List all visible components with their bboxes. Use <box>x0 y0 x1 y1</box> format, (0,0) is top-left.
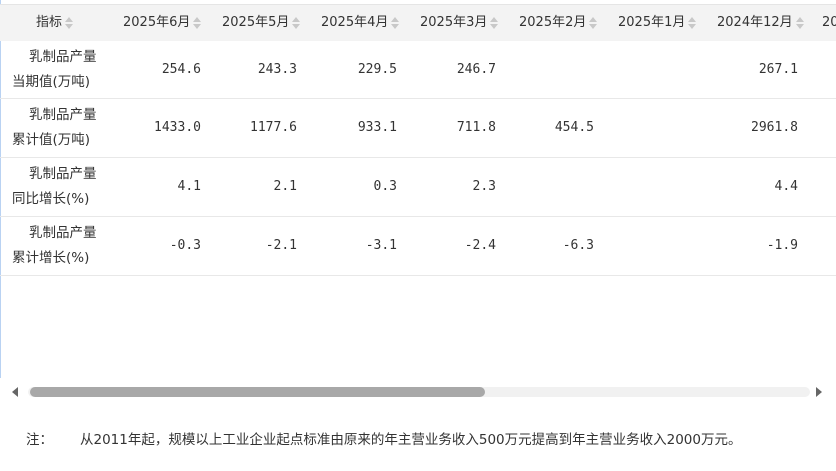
row-label-line2: 当期值(万吨) <box>12 74 91 90</box>
row-label: 乳制品产量 累计增长(%) <box>12 221 97 271</box>
column-header-label: 指标 <box>36 15 63 30</box>
table-cell: 2961.8 <box>751 120 798 135</box>
table-cell: 711.8 <box>456 120 496 135</box>
row-label: 乳制品产量 累计值(万吨) <box>12 103 97 153</box>
table-cell: 229.5 <box>357 62 397 77</box>
table-row: 乳制品产量 累计增长(%) -0.3 -2.1 -3.1 -2.4 -6.3 -… <box>0 217 836 276</box>
sort-icon[interactable] <box>391 16 400 29</box>
column-header-2025-03[interactable]: 2025年3月 <box>420 5 499 41</box>
column-header-label: 20 <box>822 15 836 30</box>
column-header-2025-02[interactable]: 2025年2月 <box>519 5 598 41</box>
table-cell: -6.3 <box>562 238 594 253</box>
table-cell: 4.4 <box>774 179 798 194</box>
table-cell: -0.3 <box>169 238 201 253</box>
scroll-thumb[interactable] <box>30 387 485 397</box>
horizontal-scrollbar[interactable] <box>0 384 836 400</box>
footnote-text: 从2011年起，规模以上工业企业起点标准由原来的年主营业务收入500万元提高到年… <box>80 432 742 448</box>
column-header-label: 2025年4月 <box>321 15 389 30</box>
column-header-label: 2024年12月 <box>717 15 793 30</box>
data-table: 指标 2025年6月 2025年5月 2025年4月 2025年3月 2025年… <box>0 0 836 378</box>
table-row: 乳制品产量 当期值(万吨) 254.6 243.3 229.5 246.7 26… <box>0 41 836 99</box>
row-label-line2: 累计增长(%) <box>12 250 90 266</box>
column-header-label: 2025年5月 <box>222 15 290 30</box>
table-cell: -3.1 <box>365 238 397 253</box>
table-cell: 4.1 <box>177 179 201 194</box>
table-cell: 2.1 <box>273 179 297 194</box>
row-label-line2: 累计值(万吨) <box>12 132 91 148</box>
table-cell: 243.3 <box>257 62 297 77</box>
row-label-line1: 乳制品产量 <box>29 225 97 241</box>
sort-icon[interactable] <box>490 16 499 29</box>
table-cell: 254.6 <box>161 62 201 77</box>
table-cell: -2.4 <box>464 238 496 253</box>
column-header-2025-06[interactable]: 2025年6月 <box>123 5 202 41</box>
row-label: 乳制品产量 同比增长(%) <box>12 162 97 212</box>
column-header-label: 2025年1月 <box>618 15 686 30</box>
table-left-border <box>0 0 1 378</box>
column-header-label: 2025年3月 <box>420 15 488 30</box>
sort-icon[interactable] <box>65 16 74 29</box>
scroll-left-arrow-icon[interactable] <box>12 387 18 397</box>
table-row: 乳制品产量 同比增长(%) 4.1 2.1 0.3 2.3 4.4 <box>0 158 836 217</box>
table-cell: -1.9 <box>766 238 798 253</box>
row-label-line2: 同比增长(%) <box>12 191 90 207</box>
footnote-label: 注： <box>26 432 53 448</box>
table-cell: 1433.0 <box>154 120 201 135</box>
sort-icon[interactable] <box>795 16 804 29</box>
table-cell: 246.7 <box>456 62 496 77</box>
table-cell: 2.3 <box>472 179 496 194</box>
sort-icon[interactable] <box>193 16 202 29</box>
table-cell: 0.3 <box>373 179 397 194</box>
sort-icon[interactable] <box>589 16 598 29</box>
table-cell: -2.1 <box>265 238 297 253</box>
table-row: 乳制品产量 累计值(万吨) 1433.0 1177.6 933.1 711.8 … <box>0 99 836 158</box>
scroll-right-arrow-icon[interactable] <box>816 387 822 397</box>
row-label-line1: 乳制品产量 <box>29 49 97 65</box>
table-header: 指标 2025年6月 2025年5月 2025年4月 2025年3月 2025年… <box>0 4 836 41</box>
sort-icon[interactable] <box>688 16 697 29</box>
table-cell: 454.5 <box>554 120 594 135</box>
column-header-label: 2025年2月 <box>519 15 587 30</box>
column-header-label: 2025年6月 <box>123 15 191 30</box>
column-header-truncated[interactable]: 20 <box>822 5 836 41</box>
table-cell: 1177.6 <box>250 120 297 135</box>
row-label: 乳制品产量 当期值(万吨) <box>12 45 97 95</box>
column-header-2025-01[interactable]: 2025年1月 <box>618 5 697 41</box>
row-label-line1: 乳制品产量 <box>29 166 97 182</box>
row-label-line1: 乳制品产量 <box>29 107 97 123</box>
sort-icon[interactable] <box>292 16 301 29</box>
column-header-2025-04[interactable]: 2025年4月 <box>321 5 400 41</box>
table-cell: 933.1 <box>357 120 397 135</box>
column-header-indicator[interactable]: 指标 <box>36 5 74 41</box>
column-header-2025-05[interactable]: 2025年5月 <box>222 5 301 41</box>
column-header-2024-12[interactable]: 2024年12月 <box>717 5 804 41</box>
table-cell: 267.1 <box>758 62 798 77</box>
footnote: 注： 从2011年起，规模以上工业企业起点标准由原来的年主营业务收入500万元提高… <box>26 428 741 448</box>
